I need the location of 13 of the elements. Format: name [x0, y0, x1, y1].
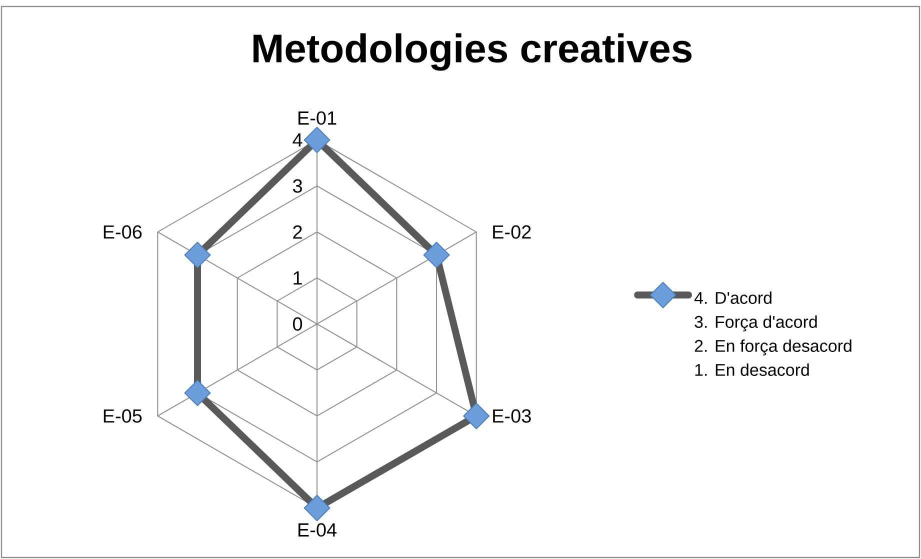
y-tick-label: 3: [292, 179, 302, 193]
y-tick-label: 0: [292, 317, 302, 331]
spoke-label: E-03: [493, 409, 531, 423]
y-tick-label: 1: [294, 271, 302, 285]
legend-label: 4. D'acord 3. Força d'acord 2. En força desacord 1. En desacord: [694, 291, 852, 376]
chart-title: Metodologies creatives: [254, 33, 692, 71]
spoke-label: E-02: [493, 225, 531, 239]
spoke-label: E-01: [298, 111, 336, 125]
spoke-label: E-04: [298, 523, 337, 537]
y-tick-label: 4: [292, 133, 302, 147]
spoke-label: E-05: [104, 409, 142, 423]
spoke-label: E-06: [104, 225, 142, 239]
y-tick-label: 2: [293, 225, 302, 239]
